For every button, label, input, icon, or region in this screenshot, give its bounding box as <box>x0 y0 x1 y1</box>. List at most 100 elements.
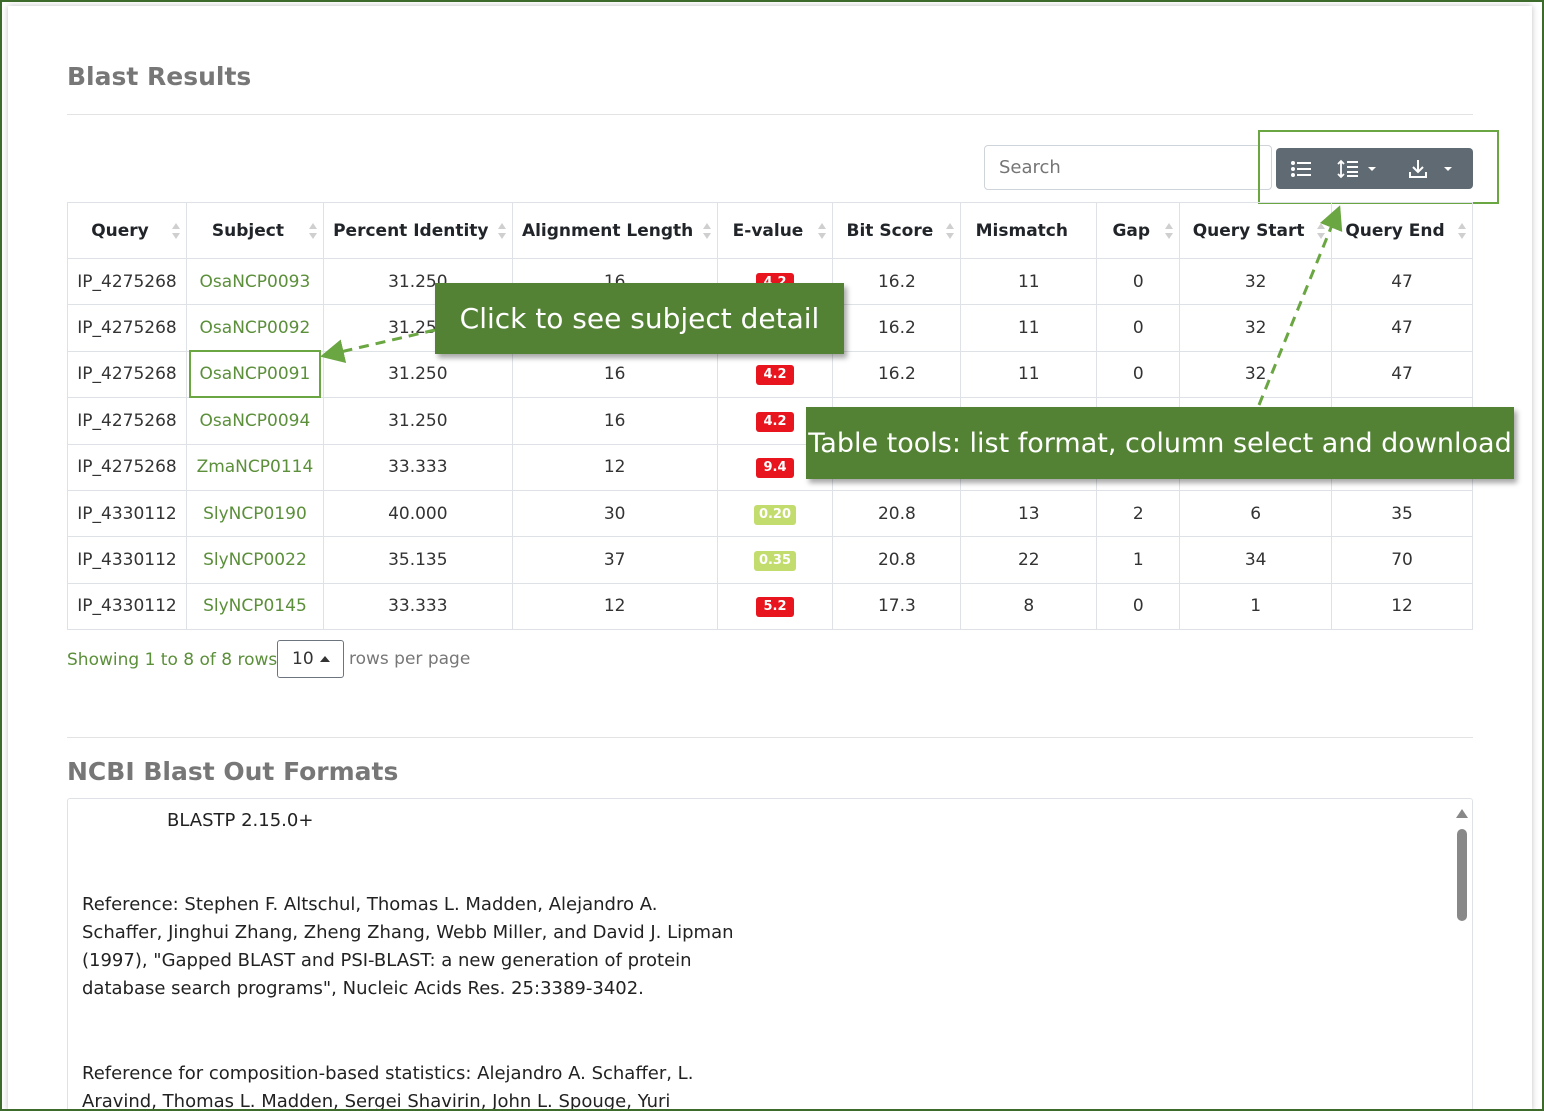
cell-subject: OsaNCP0091 <box>185 350 324 399</box>
cell-value: 35 <box>1391 503 1413 524</box>
subject-link[interactable]: OsaNCP0093 <box>199 271 311 292</box>
cell-value: 1 <box>1250 596 1262 617</box>
column-header-label: Query Start <box>1192 220 1305 241</box>
subject-link[interactable]: SlyNCP0190 <box>203 503 307 524</box>
cell-value: 11 <box>1017 318 1040 339</box>
cell-gap: 1 <box>1096 536 1181 584</box>
cell-query: IP_4275268 <box>67 443 187 491</box>
scroll-up-arrow-icon[interactable] <box>1456 809 1468 818</box>
cell-value: 70 <box>1391 550 1413 571</box>
cell-subject: OsaNCP0093 <box>185 257 324 306</box>
cell-value: IP_4330112 <box>77 596 177 617</box>
cell-bit: 17.3 <box>832 582 962 631</box>
column-header[interactable]: Mismatch <box>960 202 1098 259</box>
rows-per-page-label: rows per page <box>349 649 471 669</box>
column-header[interactable]: Bit Score <box>832 202 962 259</box>
cell-mm: 13 <box>960 489 1098 538</box>
cell-value: 16 <box>603 364 626 385</box>
cell-value: 0 <box>1132 596 1144 617</box>
cell-value: 13 <box>1017 503 1040 524</box>
cell-mm: 11 <box>960 257 1098 306</box>
cell-pid: 31.250 <box>322 397 513 445</box>
cell-value: 20.8 <box>877 550 916 571</box>
subject-link[interactable]: OsaNCP0091 <box>199 364 311 385</box>
cell-value: IP_4330112 <box>77 503 177 524</box>
list-format-button[interactable] <box>1276 148 1326 189</box>
callout-table-tools: Table tools: list format, column select … <box>806 407 1514 479</box>
evalue-badge: 4.2 <box>756 411 794 432</box>
column-header[interactable]: Gap <box>1096 202 1181 259</box>
cell-bit: 16.2 <box>832 304 962 352</box>
cell-value: 35.135 <box>388 550 448 571</box>
download-icon <box>1408 159 1452 178</box>
subject-link[interactable]: SlyNCP0022 <box>203 550 307 571</box>
columns-icon <box>1337 159 1376 178</box>
cell-gap: 0 <box>1096 582 1181 631</box>
cell-subject: OsaNCP0092 <box>185 304 324 352</box>
cell-qe: 70 <box>1331 536 1473 584</box>
page-size-select[interactable]: 10 <box>277 640 344 678</box>
cell-alen: 16 <box>511 397 718 445</box>
cell-value: 47 <box>1391 318 1413 339</box>
column-header[interactable]: Query <box>67 202 187 259</box>
subject-link[interactable]: SlyNCP0145 <box>203 596 307 617</box>
cell-qs: 1 <box>1179 582 1333 631</box>
column-header[interactable]: Query End <box>1331 202 1473 259</box>
cell-evalue: 5.2 <box>716 582 834 631</box>
subject-link[interactable]: ZmaNCP0114 <box>196 457 314 478</box>
cell-alen: 30 <box>511 489 718 538</box>
evalue-badge: 9.4 <box>756 458 794 479</box>
cell-bit: 20.8 <box>832 536 962 584</box>
cell-mm: 11 <box>960 350 1098 399</box>
column-header-label: Mismatch <box>975 220 1068 241</box>
cell-subject: SlyNCP0145 <box>185 582 324 631</box>
page-size-value: 10 <box>292 649 314 669</box>
cell-pid: 40.000 <box>322 489 513 538</box>
table-body: IP_4275268OsaNCP009331.250164.216.211032… <box>67 257 1473 631</box>
search-input[interactable] <box>984 145 1272 190</box>
cell-value: 11 <box>1017 271 1040 292</box>
cell-value: 0 <box>1132 318 1144 339</box>
column-header[interactable]: E-value <box>716 202 834 259</box>
column-header-label: E-value <box>732 220 804 241</box>
sort-icon <box>1165 223 1174 239</box>
cell-value: 0 <box>1132 364 1144 385</box>
scrollbar-thumb[interactable] <box>1457 829 1467 921</box>
download-button[interactable] <box>1388 148 1473 189</box>
subject-link[interactable]: OsaNCP0094 <box>199 410 311 431</box>
cell-value: 31.250 <box>388 364 448 385</box>
cell-value: 40.000 <box>388 503 448 524</box>
table-row: IP_4330112 SlyNCP0145 33.333 12 5.2 17.3 8 0 1 12 <box>67 582 1473 631</box>
cell-gap: 0 <box>1096 350 1181 399</box>
blast-output-textarea[interactable]: BLASTP 2.15.0+ Reference: Stephen F. Alt… <box>67 798 1473 1111</box>
cell-subject: OsaNCP0094 <box>185 397 324 445</box>
cell-value: 37 <box>603 550 626 571</box>
tools-highlight-box <box>1258 130 1499 204</box>
column-header-label: Bit Score <box>846 220 934 241</box>
divider <box>67 114 1473 115</box>
column-header[interactable]: Subject <box>185 202 324 259</box>
subject-link[interactable]: OsaNCP0092 <box>199 318 311 339</box>
cell-qe: 47 <box>1331 257 1473 306</box>
cell-value: IP_4275268 <box>77 457 177 478</box>
cell-gap: 2 <box>1096 489 1181 538</box>
column-select-button[interactable] <box>1326 148 1388 189</box>
evalue-badge: 4.2 <box>756 365 794 386</box>
cell-value: IP_4275268 <box>77 318 177 339</box>
callout-subject-detail: Click to see subject detail <box>435 283 844 354</box>
reference2-text: Reference for composition-based statisti… <box>82 1063 694 1111</box>
sort-icon <box>1317 223 1326 239</box>
caret-up-icon <box>319 656 330 662</box>
column-header[interactable]: Percent Identity <box>322 202 513 259</box>
column-header[interactable]: Alignment Length <box>511 202 718 259</box>
cell-query: IP_4330112 <box>67 489 187 538</box>
table-header-row: Query Subject Percent Identity Alignment Le… <box>67 202 1473 259</box>
cell-qs: 6 <box>1179 489 1333 538</box>
cell-qe: 35 <box>1331 489 1473 538</box>
cell-value: 32 <box>1244 318 1267 339</box>
evalue-badge: 0.35 <box>753 551 797 572</box>
cell-value: 30 <box>603 503 626 524</box>
column-header[interactable]: Query Start <box>1179 202 1333 259</box>
reference-text: Reference: Stephen F. Altschul, Thomas L… <box>82 894 734 999</box>
table-row: IP_4275268 OsaNCP0091 31.250 16 4.2 16.2 11 0 32… <box>67 350 1473 399</box>
